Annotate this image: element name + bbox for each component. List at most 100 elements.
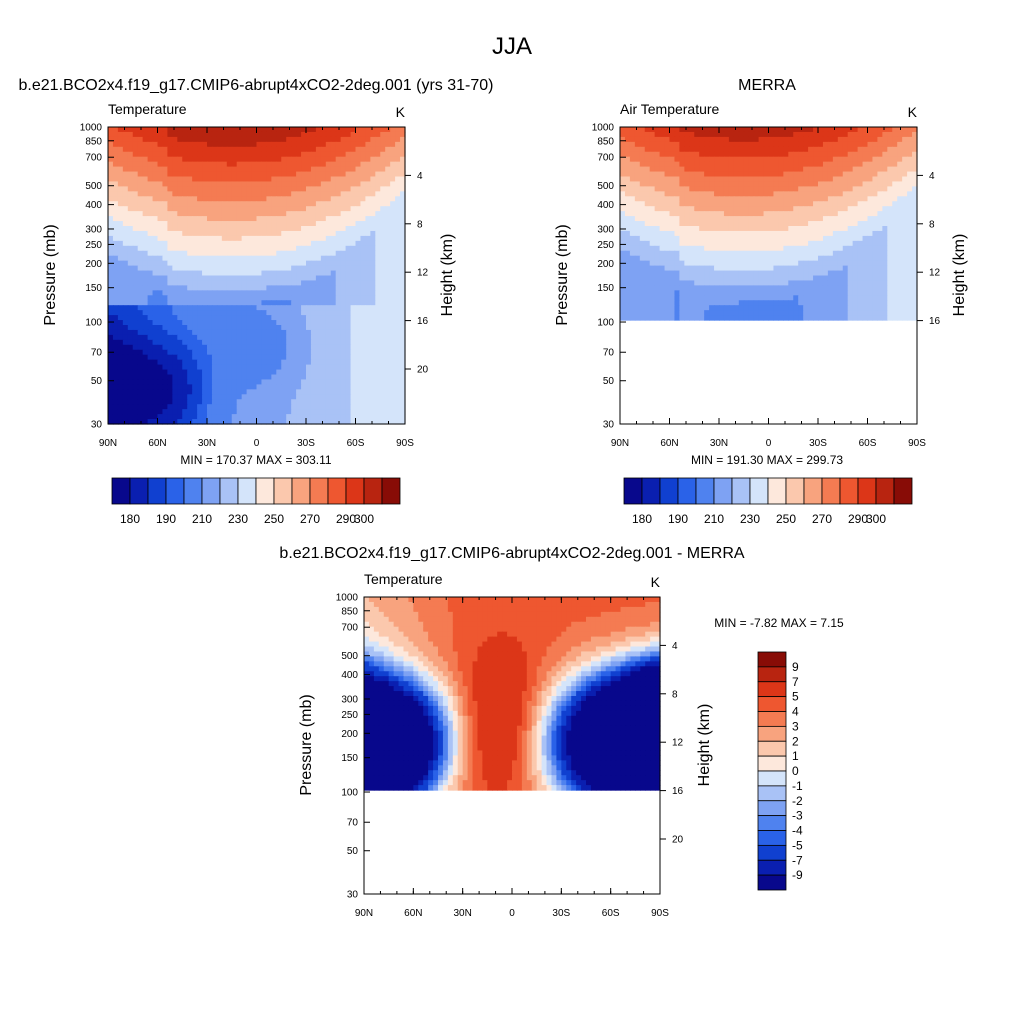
- contour-cell: [226, 186, 233, 192]
- contour-cell: [122, 359, 129, 366]
- contour-cell: [117, 206, 124, 212]
- contour-cell: [182, 320, 188, 326]
- contour-cell: [679, 141, 685, 148]
- contour-cell: [187, 156, 193, 163]
- contour-cell: [306, 216, 312, 222]
- contour-cell: [375, 325, 381, 331]
- contour-cell: [261, 399, 267, 405]
- contour-cell: [345, 379, 352, 385]
- contour-cell: [216, 270, 223, 277]
- contour-cell: [306, 379, 312, 385]
- contour-cell: [271, 136, 277, 143]
- contour-cell: [108, 310, 114, 316]
- contour-cell: [748, 191, 755, 197]
- contour-cell: [246, 211, 253, 217]
- contour-cell: [728, 131, 735, 138]
- contour-cell: [315, 389, 322, 395]
- contour-cell: [380, 409, 386, 415]
- contour-cell: [108, 409, 114, 415]
- contour-cell: [167, 374, 173, 381]
- contour-cell: [301, 240, 307, 247]
- contour-cell: [122, 404, 129, 410]
- contour-cell: [177, 191, 183, 197]
- contour-cell: [246, 275, 253, 282]
- contour-cell: [395, 270, 401, 277]
- contour-cell: [147, 206, 154, 212]
- contour-cell: [291, 419, 297, 425]
- contour-cell: [902, 127, 908, 133]
- contour-cell: [157, 399, 164, 405]
- contour-cell: [365, 131, 371, 138]
- contour-cell: [187, 176, 193, 183]
- contour-cell: [748, 166, 755, 173]
- contour-cell: [256, 300, 263, 306]
- contour-cell: [281, 230, 287, 237]
- contour-cell: [226, 379, 233, 385]
- contour-cell: [385, 310, 391, 316]
- contour-cell: [132, 369, 139, 376]
- contour-cell: [370, 151, 376, 158]
- contour-cell: [315, 399, 322, 405]
- contour-cell: [330, 166, 337, 173]
- contour-cell: [197, 151, 203, 158]
- contour-cell: [699, 146, 705, 153]
- contour-cell: [182, 384, 188, 390]
- contour-cell: [340, 127, 347, 133]
- contour-cell: [624, 156, 631, 163]
- contour-cell: [177, 216, 183, 222]
- contour-cell: [669, 196, 676, 202]
- contour-cell: [624, 131, 631, 138]
- contour-cell: [261, 211, 267, 217]
- contour-cell: [310, 181, 317, 187]
- contour-cell: [649, 201, 656, 207]
- contour-cell: [306, 285, 312, 291]
- contour-cell: [177, 290, 183, 296]
- contour-cell: [211, 384, 218, 390]
- contour-cell: [108, 181, 114, 187]
- contour-cell: [216, 310, 223, 316]
- contour-cell: [187, 151, 193, 158]
- contour-cell: [872, 146, 878, 153]
- contour-cell: [674, 166, 680, 173]
- contour-cell: [281, 374, 287, 381]
- contour-cell: [395, 310, 401, 316]
- contour-cell: [152, 260, 159, 267]
- contour-cell: [350, 295, 357, 301]
- contour-cell: [743, 226, 750, 232]
- contour-cell: [127, 245, 134, 252]
- contour-cell: [748, 146, 755, 153]
- contour-cell: [306, 131, 312, 138]
- contour-cell: [882, 176, 888, 183]
- contour-cell: [177, 136, 183, 143]
- contour-cell: [122, 265, 129, 272]
- contour-cell: [793, 191, 799, 197]
- contour-cell: [629, 186, 636, 192]
- contour-cell: [335, 364, 342, 371]
- y-tick-label: 400: [85, 200, 102, 211]
- contour-cell: [728, 171, 735, 178]
- contour-cell: [157, 414, 164, 420]
- contour-cell: [216, 151, 223, 158]
- contour-cell: [226, 344, 233, 351]
- contour-cell: [226, 141, 233, 148]
- contour-cell: [211, 310, 218, 316]
- contour-cell: [266, 216, 272, 222]
- contour-cell: [291, 141, 297, 148]
- contour-cell: [390, 374, 396, 381]
- contour-cell: [207, 414, 213, 420]
- contour-cell: [669, 206, 676, 212]
- contour-cell: [634, 141, 641, 148]
- contour-cell: [291, 166, 297, 173]
- contour-cell: [236, 404, 243, 410]
- contour-cell: [788, 196, 794, 202]
- contour-cell: [818, 161, 824, 168]
- contour-cell: [231, 399, 238, 405]
- contour-cell: [112, 260, 119, 267]
- contour-cell: [177, 146, 183, 153]
- contour-cell: [345, 206, 352, 212]
- contour-cell: [306, 414, 312, 420]
- contour-cell: [172, 245, 178, 252]
- contour-cell: [654, 196, 661, 202]
- contour-cell: [266, 201, 272, 207]
- contour-cell: [266, 166, 272, 173]
